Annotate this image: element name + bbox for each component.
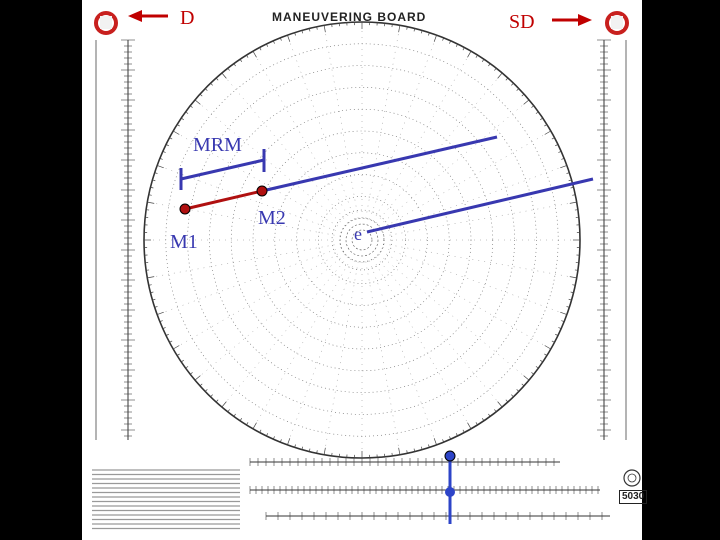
d-arrow bbox=[128, 10, 168, 22]
corner-marker-left bbox=[94, 11, 118, 35]
form-number: 5030 bbox=[619, 490, 648, 504]
label-m2: M2 bbox=[258, 207, 286, 229]
label-e: e bbox=[354, 224, 362, 244]
relative-motion-extension bbox=[261, 135, 498, 193]
label-mrm: MRM bbox=[193, 134, 242, 156]
maneuvering-board-sheet bbox=[82, 0, 642, 540]
side-scales bbox=[95, 39, 627, 440]
sd-arrow bbox=[552, 14, 592, 26]
corner-marker-right bbox=[605, 11, 629, 35]
label-d: D bbox=[180, 7, 195, 29]
point-m1 bbox=[179, 203, 191, 215]
relative-motion-line bbox=[184, 189, 263, 211]
scale-reading-marker bbox=[444, 450, 456, 524]
point-m2 bbox=[256, 185, 268, 197]
polar-grid bbox=[143, 21, 581, 459]
label-sd: SD bbox=[509, 11, 535, 33]
e-vector-line bbox=[366, 177, 594, 234]
bottom-scales bbox=[92, 458, 641, 530]
label-m1: M1 bbox=[170, 231, 198, 253]
mrm-bracket bbox=[179, 149, 266, 190]
board-title: MANEUVERING BOARD bbox=[272, 10, 427, 24]
